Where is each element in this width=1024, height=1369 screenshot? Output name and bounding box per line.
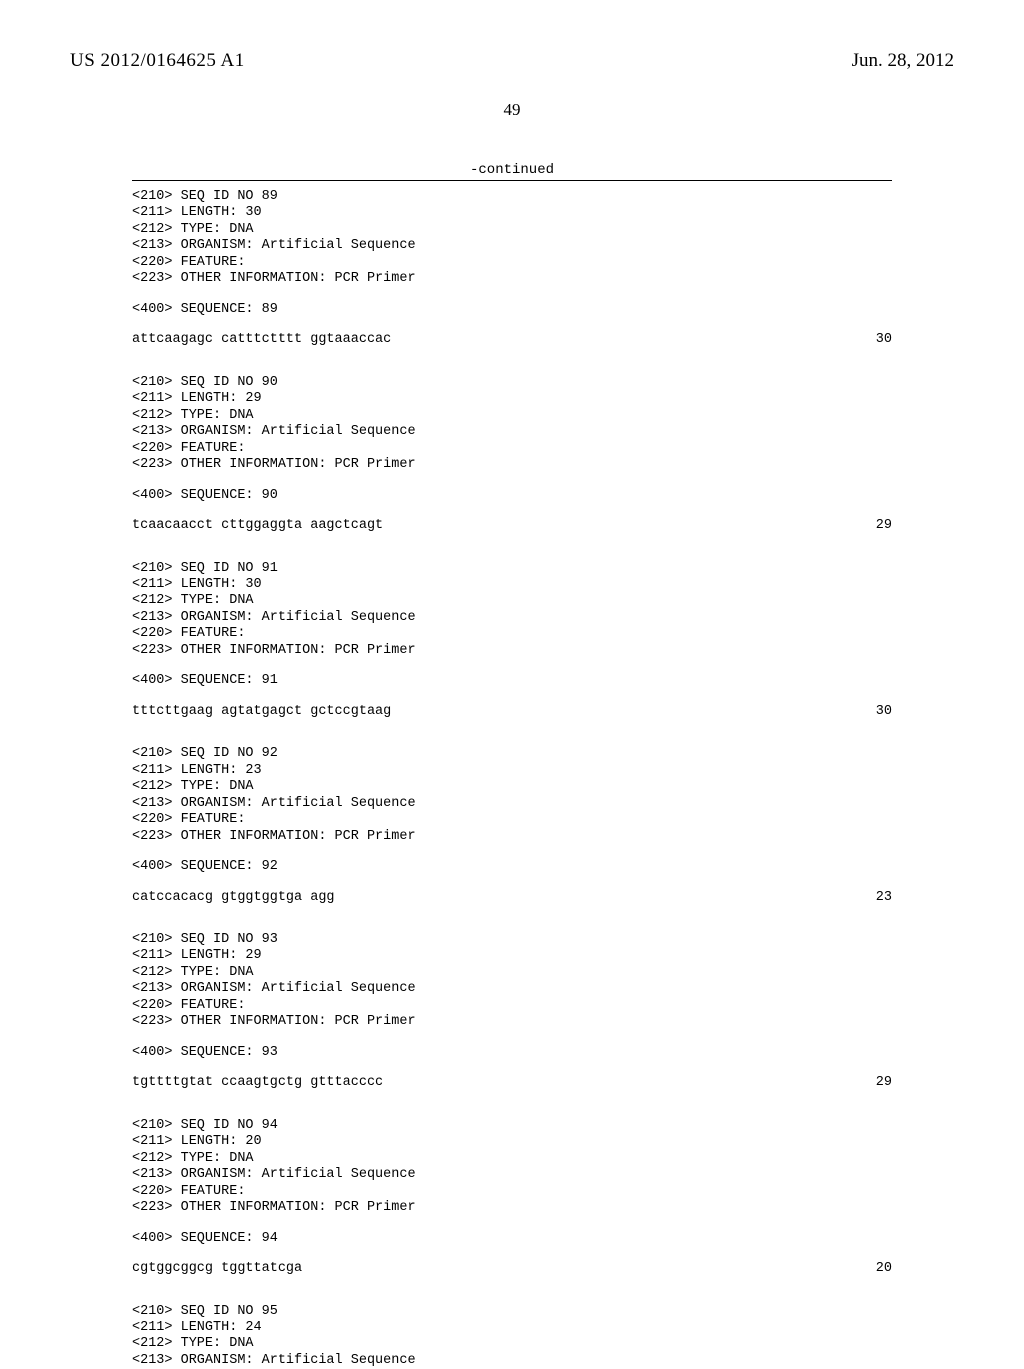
sequence-meta: <210> SEQ ID NO 91 <211> LENGTH: 30 <212… <box>132 561 892 660</box>
page-number: 49 <box>70 100 954 120</box>
sequence-length: 29 <box>876 1075 892 1091</box>
sequence-text: attcaagagc catttctttt ggtaaaccac <box>132 332 391 348</box>
publication-number: US 2012/0164625 A1 <box>70 50 245 72</box>
divider-top <box>132 180 892 181</box>
publication-date: Jun. 28, 2012 <box>852 50 954 72</box>
sequence-row: tcaacaacct cttggaggta aagctcagt 29 <box>132 518 892 534</box>
sequence-length: 30 <box>876 704 892 720</box>
sequence-length: 29 <box>876 518 892 534</box>
sequence-text: tttcttgaag agtatgagct gctccgtaag <box>132 704 391 720</box>
sequence-query: <400> SEQUENCE: 91 <box>132 673 892 689</box>
sequence-meta: <210> SEQ ID NO 90 <211> LENGTH: 29 <212… <box>132 375 892 474</box>
sequence-query: <400> SEQUENCE: 90 <box>132 488 892 504</box>
continued-label: -continued <box>132 162 892 178</box>
sequence-row: cgtggcggcg tggttatcga 20 <box>132 1261 892 1277</box>
header-row: US 2012/0164625 A1 Jun. 28, 2012 <box>70 50 954 72</box>
sequence-query: <400> SEQUENCE: 89 <box>132 302 892 318</box>
sequence-entries: <210> SEQ ID NO 89 <211> LENGTH: 30 <212… <box>132 189 892 1369</box>
patent-page: US 2012/0164625 A1 Jun. 28, 2012 49 -con… <box>0 0 1024 1320</box>
sequence-meta: <210> SEQ ID NO 92 <211> LENGTH: 23 <212… <box>132 746 892 845</box>
sequence-row: attcaagagc catttctttt ggtaaaccac 30 <box>132 332 892 348</box>
sequence-text: tcaacaacct cttggaggta aagctcagt <box>132 518 383 534</box>
sequence-text: cgtggcggcg tggttatcga <box>132 1261 302 1277</box>
sequence-query: <400> SEQUENCE: 94 <box>132 1231 892 1247</box>
sequence-text: catccacacg gtggtggtga agg <box>132 890 335 906</box>
sequence-query: <400> SEQUENCE: 93 <box>132 1045 892 1061</box>
sequence-length: 23 <box>876 890 892 906</box>
sequence-query: <400> SEQUENCE: 92 <box>132 859 892 875</box>
sequence-row: tttcttgaag agtatgagct gctccgtaag 30 <box>132 704 892 720</box>
sequence-meta: <210> SEQ ID NO 89 <211> LENGTH: 30 <212… <box>132 189 892 288</box>
sequence-length: 30 <box>876 332 892 348</box>
sequence-text: tgttttgtat ccaagtgctg gtttacccc <box>132 1075 383 1091</box>
sequence-listing-container: -continued <210> SEQ ID NO 89 <211> LENG… <box>132 162 892 1369</box>
sequence-row: tgttttgtat ccaagtgctg gtttacccc 29 <box>132 1075 892 1091</box>
sequence-meta: <210> SEQ ID NO 94 <211> LENGTH: 20 <212… <box>132 1118 892 1217</box>
sequence-row: catccacacg gtggtggtga agg 23 <box>132 890 892 906</box>
sequence-meta: <210> SEQ ID NO 95 <211> LENGTH: 24 <212… <box>132 1304 892 1369</box>
sequence-meta: <210> SEQ ID NO 93 <211> LENGTH: 29 <212… <box>132 932 892 1031</box>
sequence-length: 20 <box>876 1261 892 1277</box>
